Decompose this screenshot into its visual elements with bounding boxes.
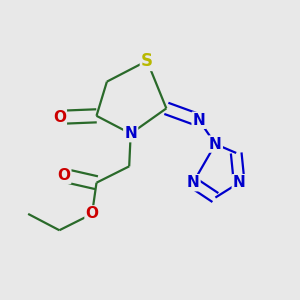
Text: S: S [141, 52, 153, 70]
Text: O: O [57, 168, 70, 183]
Text: N: N [124, 126, 137, 141]
Text: O: O [85, 206, 98, 221]
Text: N: N [187, 175, 200, 190]
Text: N: N [233, 175, 245, 190]
Text: O: O [53, 110, 66, 125]
Text: N: N [209, 136, 222, 152]
Text: N: N [193, 113, 206, 128]
